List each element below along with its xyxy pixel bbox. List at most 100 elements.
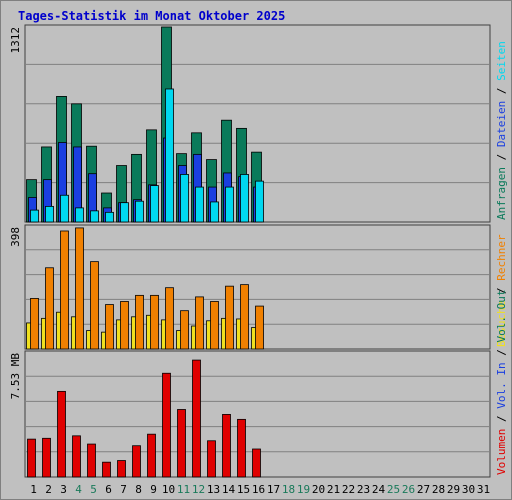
legend-separator: / [495, 81, 508, 101]
x-tick-label: 12 [192, 483, 205, 496]
bar [237, 418, 246, 478]
x-tick-label: 31 [477, 483, 490, 496]
bar [75, 207, 84, 223]
x-tick-label: 13 [207, 483, 220, 496]
bar [210, 301, 219, 350]
bar [165, 287, 174, 350]
x-tick-label: 11 [177, 483, 190, 496]
bar [105, 211, 114, 223]
panel-legend: Besuche / Rechner [495, 234, 508, 347]
bar [210, 201, 219, 223]
bar [135, 294, 144, 350]
bar [255, 180, 264, 223]
bar [105, 304, 114, 350]
x-tick-label: 8 [135, 483, 142, 496]
bar [120, 202, 129, 223]
panel-3: 7.53 MB Volumen / Vol. In / Vol. Out [9, 290, 508, 478]
bar [192, 359, 201, 478]
legend-item: Volumen [495, 429, 508, 475]
bar [222, 414, 231, 478]
legend-separator: / [495, 343, 508, 363]
legend-item: Besuche [495, 301, 508, 347]
panel-2: 398 Besuche / Rechner [9, 224, 508, 350]
x-tick-label: 29 [447, 483, 460, 496]
bar [180, 174, 189, 223]
bar [27, 438, 36, 478]
bar [132, 445, 141, 478]
panel-legend: Volumen / Vol. In / Vol. Out [495, 290, 508, 475]
bar [252, 448, 261, 478]
legend-item: Seiten [495, 41, 508, 81]
legend-separator: / [495, 147, 508, 167]
x-tick-label: 7 [120, 483, 127, 496]
bar [42, 437, 51, 478]
bar [225, 186, 234, 223]
bar [162, 372, 171, 478]
x-tick-label: 1 [30, 483, 37, 496]
x-tick-label: 26 [402, 483, 415, 496]
bar [45, 267, 54, 350]
bar [225, 285, 234, 350]
series-seiten [30, 88, 264, 223]
y-axis-max-label: 398 [9, 227, 22, 247]
bar [30, 298, 39, 350]
x-tick-label: 21 [327, 483, 340, 496]
x-tick-label: 25 [387, 483, 400, 496]
bar [60, 194, 69, 223]
x-tick-label: 19 [297, 483, 310, 496]
series-besuche [26, 311, 259, 350]
y-axis-max-label: 1312 [9, 27, 22, 54]
legend-item: Dateien [495, 101, 508, 147]
bar [57, 390, 66, 478]
x-tick-label: 24 [372, 483, 386, 496]
legend-item: Anfragen [495, 167, 508, 220]
bar [117, 460, 126, 478]
bar [90, 210, 99, 223]
panel-1: 1312 Anfragen / Dateien / Seiten [9, 24, 508, 223]
bar [30, 209, 39, 223]
series-rechner [30, 227, 264, 350]
bar [102, 461, 111, 478]
bar [150, 294, 159, 350]
bar [177, 409, 186, 478]
x-tick-label: 16 [252, 483, 265, 496]
x-tick-label: 30 [462, 483, 475, 496]
x-tick-label: 9 [150, 483, 157, 496]
x-tick-label: 4 [75, 483, 82, 496]
bar [165, 88, 174, 223]
bar [87, 443, 96, 478]
bar [60, 230, 69, 350]
bar [207, 440, 216, 478]
x-tick-label: 2 [45, 483, 52, 496]
x-tick-label: 5 [90, 483, 97, 496]
legend-item: Rechner [495, 234, 508, 281]
bar [75, 227, 84, 350]
bar [195, 186, 204, 223]
bar [255, 305, 264, 350]
legend-item: Vol. Out [495, 290, 508, 343]
x-tick-label: 20 [312, 483, 325, 496]
chart-title: Tages-Statistik im Monat Oktober 2025 [18, 9, 285, 23]
bar [147, 433, 156, 478]
x-tick-label: 23 [357, 483, 370, 496]
series-volumen [27, 359, 261, 478]
panel-legend: Anfragen / Dateien / Seiten [495, 41, 508, 220]
bar [195, 296, 204, 350]
bar [135, 200, 144, 223]
legend-separator: / [495, 281, 508, 301]
bar [150, 185, 159, 223]
legend-separator: / [495, 409, 508, 429]
x-tick-label: 6 [105, 483, 112, 496]
legend-item: Vol. In [495, 362, 508, 408]
bar [120, 301, 129, 350]
x-tick-label: 18 [282, 483, 295, 496]
x-tick-label: 3 [60, 483, 67, 496]
bar [180, 310, 189, 350]
x-tick-label: 15 [237, 483, 250, 496]
x-tick-label: 27 [417, 483, 430, 496]
x-tick-label: 28 [432, 483, 445, 496]
x-tick-label: 14 [222, 483, 236, 496]
x-axis-day-labels: 1 2 3 4 5 6 7 8 9 10 11 12 13 14 15 16 17 18 19 20 21 22 23 24 2… [30, 483, 490, 496]
bar [240, 174, 249, 223]
